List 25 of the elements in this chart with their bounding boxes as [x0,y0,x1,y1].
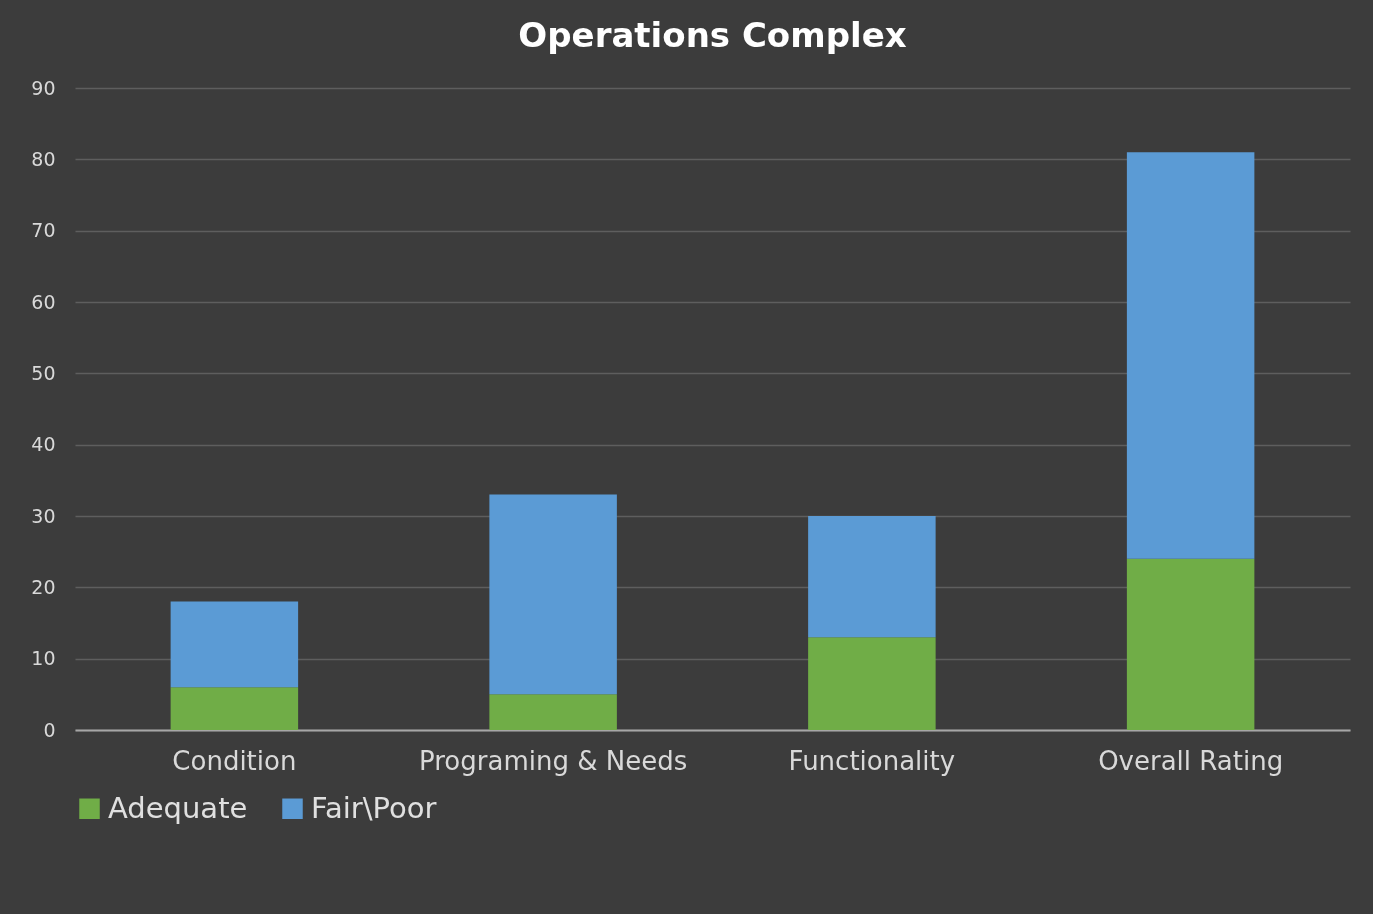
bar [808,516,936,638]
y-tick-label: 70 [31,219,56,242]
bar [1126,558,1255,730]
bar [489,494,617,695]
bar [808,637,936,730]
x-tick-label: Programing & Needs [419,745,688,776]
bar [489,694,617,730]
bar [1126,152,1255,559]
bar [170,687,299,730]
x-tick-label: Overall Rating [1098,745,1284,776]
y-tick-label: 50 [31,361,56,384]
y-tick-label: 20 [31,575,56,598]
y-tick-label: 40 [31,433,56,456]
chart-title: Operations Complex [518,15,907,55]
legend-label: Fair\Poor [311,790,437,825]
y-tick-label: 90 [31,76,56,99]
y-tick-label: 80 [31,147,56,170]
y-tick-label: 10 [31,647,56,670]
y-tick-label: 60 [31,290,56,313]
legend-label: Adequate [108,790,248,825]
y-tick-label: 30 [31,504,56,527]
bar [170,601,299,688]
x-tick-label: Condition [172,745,297,776]
x-tick-label: Functionality [788,745,956,776]
y-tick-label: 0 [43,718,56,741]
